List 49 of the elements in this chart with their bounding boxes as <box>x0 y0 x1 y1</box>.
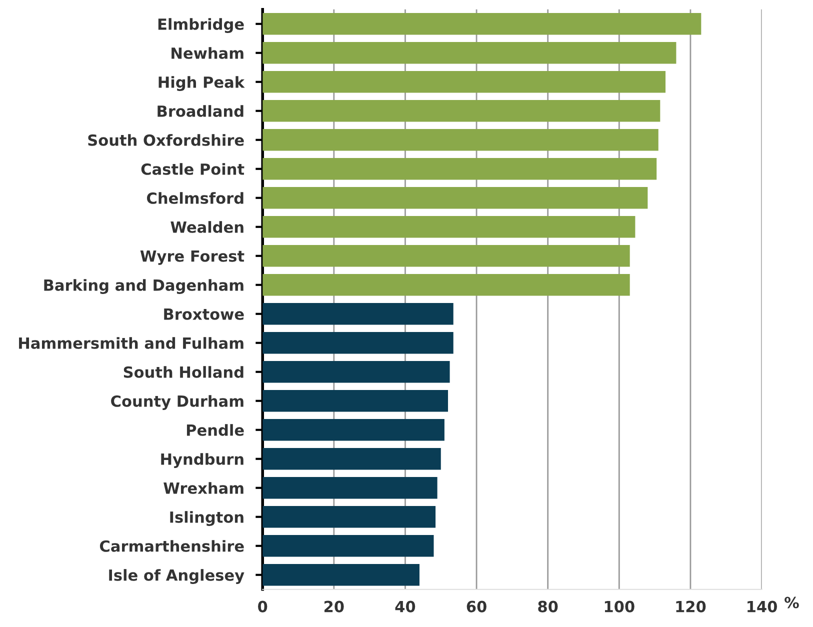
bar <box>262 158 657 180</box>
y-tick-label: Pendle <box>186 424 244 436</box>
y-tick-label: Elmbridge <box>158 18 244 34</box>
bar <box>262 419 444 441</box>
bar <box>262 477 438 499</box>
bar <box>262 332 454 354</box>
x-tick-label: 60 <box>466 600 486 612</box>
y-tick-label: Isle of Anglesey <box>109 569 244 584</box>
bar <box>262 506 436 528</box>
y-tick-label: Islington <box>170 511 244 526</box>
bar <box>262 274 630 296</box>
x-tick-label: 140 <box>748 600 777 612</box>
bar <box>262 448 441 470</box>
bar <box>262 245 630 267</box>
y-tick-label: Wyre Forest <box>140 250 244 265</box>
y-tick-label: Newham <box>172 47 244 59</box>
y-tick-label: County Durham <box>111 395 244 410</box>
x-tick-label: 20 <box>324 600 344 612</box>
bar <box>262 361 450 383</box>
y-tick-label: Barking and Dagenham <box>44 279 244 294</box>
bar <box>262 390 448 412</box>
bar <box>262 71 666 93</box>
y-tick-label: Wealden <box>170 221 244 233</box>
y-tick-label: Hyndburn <box>161 453 244 468</box>
y-tick-label: Wrexham <box>164 482 244 494</box>
y-tick-label: Carmarthenshire <box>100 540 244 552</box>
y-tick-label: South Holland <box>124 366 244 378</box>
bar <box>262 216 636 238</box>
x-tick-label: 40 <box>395 600 416 612</box>
y-tick-label: Broadland <box>158 105 244 117</box>
y-tick-label: Castle Point <box>141 163 244 175</box>
bar <box>262 535 434 557</box>
x-axis-title: % <box>784 596 799 608</box>
bar <box>262 100 660 122</box>
x-tick-label: 0 <box>258 600 268 612</box>
bar <box>262 303 454 325</box>
bar <box>262 42 676 64</box>
y-tick-label: Chelmsford <box>146 192 244 204</box>
x-tick-label: 100 <box>604 600 634 612</box>
y-tick-label: High Peak <box>158 76 245 92</box>
bar <box>262 187 648 209</box>
y-tick-label: Broxtowe <box>164 308 244 320</box>
x-tick-label: 120 <box>676 600 706 612</box>
x-tick-label: 80 <box>538 600 558 612</box>
bar <box>262 13 702 35</box>
bar <box>262 129 658 151</box>
bar <box>262 564 420 586</box>
y-tick-label: South Oxfordshire <box>88 134 244 146</box>
y-tick-label: Hammersmith and Fulham <box>19 337 244 349</box>
